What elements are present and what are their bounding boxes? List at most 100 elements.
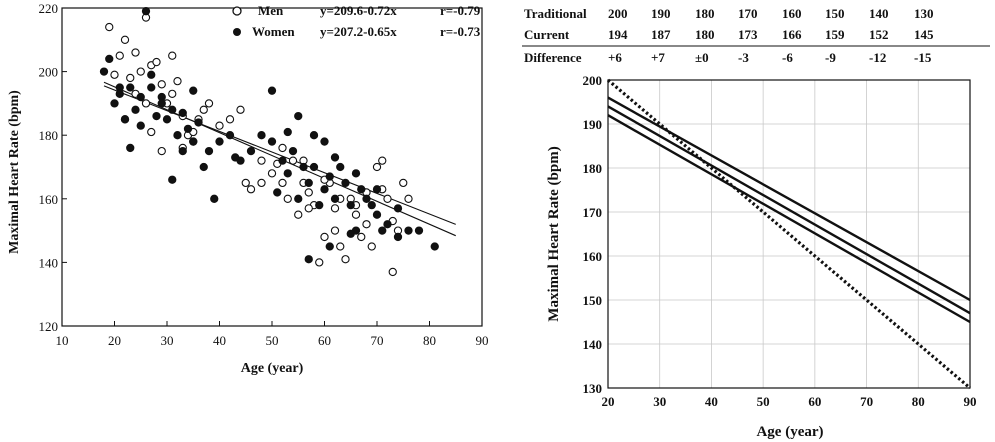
men-point xyxy=(215,121,224,130)
left-xtick-label: 90 xyxy=(476,333,489,348)
legend-men-equation: y=209.6-0.72x xyxy=(320,3,397,18)
legend-open-circle-icon xyxy=(232,6,242,16)
left-xtick-label: 50 xyxy=(266,333,279,348)
women-point xyxy=(246,146,256,156)
table-cell: -9 xyxy=(825,50,836,65)
table-cell: 187 xyxy=(651,27,671,42)
table-cell: +7 xyxy=(651,50,665,65)
table-cell: 166 xyxy=(782,27,802,42)
table-cell: 194 xyxy=(608,27,628,42)
women-point xyxy=(278,156,287,165)
women-point xyxy=(225,131,235,140)
legend-filled-circle-icon xyxy=(233,28,241,36)
women-point xyxy=(126,83,135,92)
men-point xyxy=(105,22,114,32)
table-cell: -3 xyxy=(738,50,749,65)
women-point xyxy=(120,115,130,124)
left-xtick-label: 70 xyxy=(371,333,384,348)
table-cell: 170 xyxy=(738,6,758,21)
table-cell: 173 xyxy=(738,27,758,42)
table-cell: +6 xyxy=(608,50,622,65)
table-cell: 145 xyxy=(914,27,934,42)
left-xtick-label: 60 xyxy=(318,333,331,348)
women-point xyxy=(141,7,151,16)
men-point xyxy=(372,162,382,172)
men-point xyxy=(257,156,266,165)
legend-men-r: r=-0.79 xyxy=(440,3,481,18)
right-xtick-label: 40 xyxy=(705,394,718,409)
women-point xyxy=(404,226,413,235)
women-point xyxy=(210,194,219,203)
women-point xyxy=(110,99,119,108)
right-ytick-label: 190 xyxy=(583,117,603,132)
women-point xyxy=(204,146,214,156)
women-point xyxy=(157,99,166,108)
left-ytick-label: 200 xyxy=(39,65,59,80)
men-point xyxy=(157,146,166,156)
comparison-table: Traditional 200 190 180 170 160 150 140 130 Curre… xyxy=(522,6,990,65)
women-point xyxy=(383,220,392,229)
women-point xyxy=(330,194,340,203)
legend-women-equation: y=207.2-0.65x xyxy=(320,24,397,39)
table-cell: ±0 xyxy=(695,50,709,65)
women-point xyxy=(367,201,376,210)
men-point xyxy=(383,194,392,203)
left-ytick-label: 120 xyxy=(39,319,59,334)
left-ytick-label: 180 xyxy=(39,128,59,143)
women-point xyxy=(152,111,161,121)
men-point xyxy=(147,127,156,137)
left-ytick-label: 220 xyxy=(39,1,59,16)
men-point xyxy=(199,105,208,114)
traditional-dotted-line xyxy=(606,78,972,390)
right-ytick-label: 130 xyxy=(583,381,603,396)
table-row-label: Current xyxy=(524,27,570,42)
men-point xyxy=(204,99,214,108)
men-point xyxy=(173,76,182,86)
men-point xyxy=(120,35,130,44)
women-point xyxy=(325,172,334,181)
women-point xyxy=(304,255,313,264)
men-point xyxy=(388,267,397,277)
women-point xyxy=(288,146,298,156)
right-ytick-label: 200 xyxy=(583,73,603,88)
men-point xyxy=(152,57,161,67)
men-point xyxy=(141,99,151,108)
women-point xyxy=(336,162,345,172)
women-point xyxy=(283,127,292,137)
left-xtick-label: 40 xyxy=(213,333,226,348)
women-point xyxy=(231,153,240,162)
women-point xyxy=(351,169,361,178)
men-point xyxy=(351,210,361,219)
left-scatter-chart: 120 140 160 180 200 220 10 20 30 40 50 60 70 80 90 Ma… xyxy=(7,1,489,376)
legend-men-label: Men xyxy=(258,3,284,18)
women-point xyxy=(430,242,439,251)
table-row-label: Traditional xyxy=(524,6,587,21)
men-point xyxy=(236,105,245,114)
women-point xyxy=(320,137,329,146)
men-point xyxy=(126,73,135,83)
men-point xyxy=(283,194,292,203)
right-xtick-label: 30 xyxy=(653,394,666,409)
men-point xyxy=(294,210,303,219)
men-point xyxy=(136,67,145,76)
table-cell: -6 xyxy=(782,50,793,65)
women-point xyxy=(309,162,319,172)
women-point xyxy=(393,204,403,213)
table-cell: 180 xyxy=(695,27,715,42)
men-point xyxy=(157,80,166,89)
left-ytick-label: 140 xyxy=(39,255,59,270)
table-cell: 130 xyxy=(914,6,934,21)
women-point xyxy=(215,137,224,146)
women-point xyxy=(162,115,172,124)
women-point xyxy=(330,153,340,162)
women-point xyxy=(267,137,277,146)
men-point xyxy=(304,204,313,213)
men-point xyxy=(267,169,277,178)
right-xtick-label: 20 xyxy=(602,394,615,409)
men-point xyxy=(168,51,177,60)
women-point xyxy=(393,232,403,242)
women-point xyxy=(178,146,187,156)
left-legend: Men y=209.6-0.72x r=-0.79 Women y=207.2-… xyxy=(232,3,481,39)
right-ylabel: Maximal Heart Rate (bpm) xyxy=(546,146,562,321)
